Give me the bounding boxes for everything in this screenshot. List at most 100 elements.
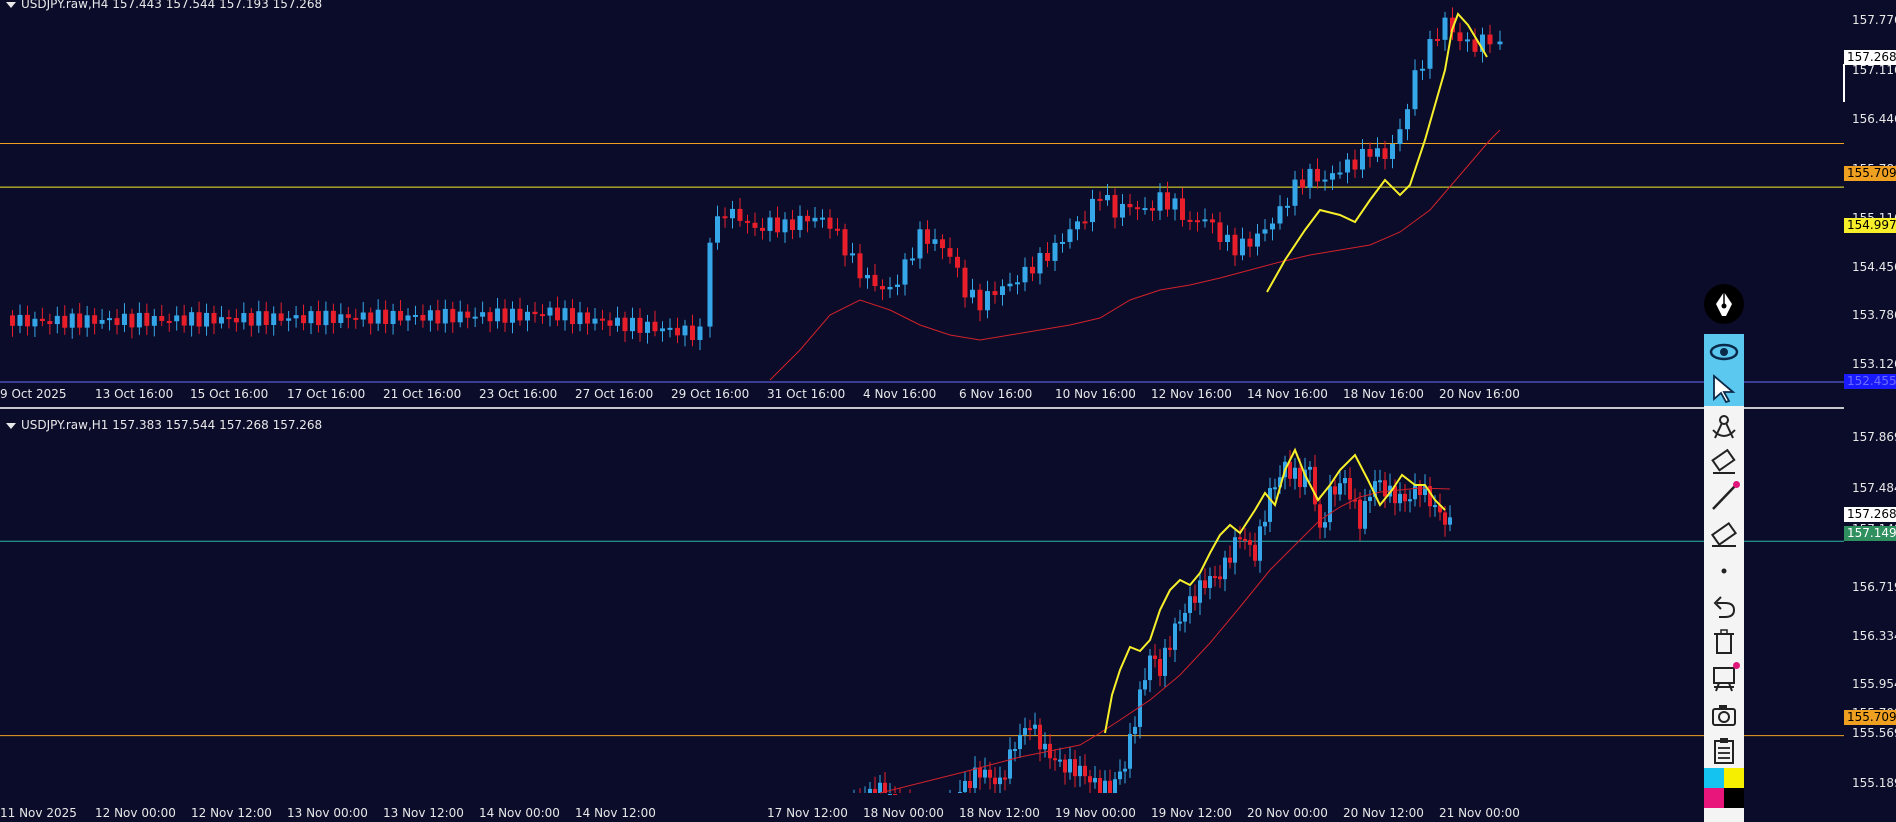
h1-chart-header: USDJPY.raw,H1 157.383 157.544 157.268 15… [6, 418, 322, 432]
h1-candle-body [968, 780, 972, 788]
pane-separator[interactable] [0, 407, 1844, 409]
h1-candle-body [1243, 538, 1247, 541]
h4-candle-body [1397, 129, 1403, 145]
h4-candle-body [880, 286, 885, 290]
price-axis-label: 153.786 [1852, 308, 1896, 322]
h4-candle-body [917, 229, 923, 259]
color-swatch[interactable] [1704, 768, 1724, 788]
h1-candle-body [1103, 780, 1107, 793]
h1-candle-body [998, 777, 1002, 785]
h4-candle-body [1037, 252, 1043, 274]
time-axis-label: 14 Nov 00:00 [479, 806, 560, 820]
h4-candle-body [667, 327, 673, 330]
h4-candlestick-chart[interactable] [0, 0, 1844, 386]
h4-candle-body [248, 313, 254, 326]
time-axis-label: 11 Nov 2025 [0, 806, 77, 820]
h4-candle-body [782, 219, 788, 233]
color-swatch[interactable] [1724, 768, 1744, 788]
price-tag: 157.268 [1844, 507, 1896, 522]
h1-candle-body [1223, 557, 1227, 580]
h4-candle-body [1090, 198, 1095, 223]
collapse-triangle-icon[interactable] [6, 1, 16, 8]
h4-candle-body [547, 307, 553, 316]
h4-candle-body [630, 317, 635, 332]
marker-tool-button[interactable] [1704, 443, 1744, 479]
h1-candle-body [1133, 726, 1137, 734]
h1-candle-body [1028, 728, 1032, 731]
h1-chart-pane[interactable]: USDJPY.raw,H1 157.383 157.544 157.268 15… [0, 415, 1844, 795]
h4-candle-body [932, 239, 938, 244]
pen-nib-icon[interactable] [1704, 284, 1744, 324]
h1-candle-body [958, 791, 962, 793]
h4-candle-body [129, 313, 135, 328]
h4-candle-body [39, 318, 45, 322]
h4-candle-body [910, 258, 915, 261]
h1-candle-body [993, 777, 997, 785]
h4-candle-body [278, 313, 284, 321]
h1-candle-body [1343, 477, 1347, 484]
h1-candle-body [1438, 505, 1442, 513]
h4-candle-body [1435, 39, 1440, 42]
price-axis-label: 155.569 [1852, 726, 1896, 740]
h4-candle-body [427, 310, 433, 321]
line-pen-tool-button[interactable] [1704, 479, 1744, 515]
h4-candle-body [1075, 221, 1080, 230]
h4-moving-average [769, 129, 1501, 381]
h4-candle-body [805, 215, 810, 222]
color-swatch[interactable] [1704, 788, 1724, 808]
time-axis-label: 15 Oct 16:00 [190, 387, 269, 401]
h1-candlestick-chart[interactable] [0, 415, 1844, 795]
eraser-tool-button[interactable] [1704, 516, 1744, 552]
h1-candle-body [1063, 759, 1067, 773]
trash-tool-button[interactable] [1704, 623, 1744, 659]
h4-candle-body [1247, 238, 1253, 247]
h1-candle-body [1208, 576, 1212, 588]
h1-candle-body [1088, 776, 1092, 783]
h1-candle-body [1253, 544, 1257, 561]
h4-candle-body [1405, 109, 1410, 130]
price-tag: 152.455 [1844, 374, 1896, 389]
h1-candle-body [1008, 749, 1012, 779]
undo-tool-button[interactable] [1704, 588, 1744, 624]
h4-candle-body [32, 318, 38, 327]
h1-candle-body [1398, 493, 1402, 504]
h4-candle-body [682, 325, 688, 336]
h4-candle-body [592, 318, 598, 324]
h4-chart-pane[interactable]: USDJPY.raw,H4 157.443 157.544 157.193 15… [0, 0, 1844, 386]
easel-tool-button[interactable] [1704, 660, 1744, 696]
h1-candle-body [1308, 466, 1312, 470]
h4-candle-body [1427, 39, 1433, 69]
active-color-dot [1733, 662, 1740, 669]
camera-tool-button[interactable] [1704, 697, 1744, 733]
price-axis-label: 156.446 [1852, 112, 1896, 126]
h4-candle-body [827, 217, 833, 229]
h4-candle-body [1300, 179, 1305, 188]
h4-header-text: USDJPY.raw,H4 157.443 157.544 157.193 15… [21, 0, 323, 11]
h1-price-axis[interactable]: 157.869 157.484 157.268 157.149 156.719 156.3… [1844, 415, 1896, 822]
h4-candle-body [1345, 159, 1350, 173]
color-swatch[interactable] [1724, 788, 1744, 808]
cursor-tool-button[interactable] [1704, 370, 1744, 406]
eye-tool-button[interactable] [1704, 334, 1744, 370]
h1-candle-body [1173, 623, 1177, 650]
h4-candle-body [189, 312, 195, 326]
h4-candle-body [1352, 159, 1358, 170]
collapse-triangle-icon[interactable] [6, 422, 16, 429]
color-swatch-tool-button[interactable] [1704, 768, 1744, 822]
h1-candle-body [1413, 485, 1417, 500]
h1-candle-body [1143, 680, 1147, 690]
time-axis-label: 18 Nov 12:00 [959, 806, 1040, 820]
clipboard-tool-button[interactable] [1704, 732, 1744, 768]
h4-candle-body [600, 318, 605, 321]
h4-candle-body [84, 315, 90, 328]
h1-candle-body [1078, 765, 1082, 777]
h1-candle-body [978, 767, 982, 778]
h4-candle-body [390, 310, 396, 325]
compass-tool-button[interactable] [1704, 407, 1744, 443]
h4-candle-body [1172, 198, 1178, 210]
h4-candle-body [730, 208, 735, 219]
h4-candle-body [92, 315, 98, 324]
h4-candle-body [1165, 192, 1170, 210]
h1-candle-body [1038, 724, 1042, 750]
dot-tool-button[interactable] [1704, 553, 1744, 589]
